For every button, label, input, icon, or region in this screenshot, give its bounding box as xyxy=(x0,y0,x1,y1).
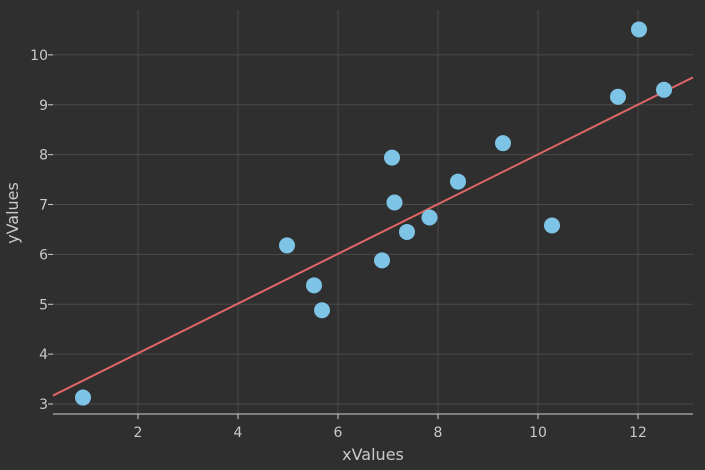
data-point xyxy=(384,149,400,166)
data-point xyxy=(610,88,626,105)
y-tick-label: 3 xyxy=(39,397,48,413)
y-tick-label: 6 xyxy=(39,247,48,263)
x-tick-labels: 2 4 6 8 10 12 xyxy=(134,425,647,441)
axes xyxy=(48,54,693,419)
x-tick-label: 4 xyxy=(234,425,243,441)
y-tick-label: 9 xyxy=(39,98,48,114)
data-point xyxy=(279,237,295,254)
data-point xyxy=(374,252,390,269)
data-point xyxy=(386,194,403,211)
data-point xyxy=(421,209,438,226)
data-points xyxy=(75,21,672,406)
data-point xyxy=(450,173,466,190)
data-point xyxy=(75,389,91,406)
data-point xyxy=(631,21,647,38)
y-tick-label: 5 xyxy=(39,297,48,313)
x-tick-label: 2 xyxy=(134,425,143,441)
y-axis-label: yValues xyxy=(3,182,22,244)
x-axis-label: xValues xyxy=(342,445,404,464)
data-point xyxy=(314,302,330,319)
x-tick-label: 12 xyxy=(629,425,647,441)
data-point xyxy=(656,81,672,98)
y-tick-labels: 3 4 5 6 7 8 9 10 xyxy=(30,48,48,413)
data-point xyxy=(399,223,415,240)
grid xyxy=(53,10,693,414)
data-point xyxy=(495,135,511,152)
regression-line xyxy=(52,76,694,397)
y-tick-label: 4 xyxy=(39,347,48,363)
x-tick-label: 10 xyxy=(529,425,547,441)
data-point xyxy=(306,277,322,294)
data-point xyxy=(544,217,560,234)
y-tick-label: 8 xyxy=(39,148,48,164)
x-tick-label: 6 xyxy=(334,425,343,441)
y-tick-label: 7 xyxy=(39,198,48,214)
fit-line xyxy=(52,76,694,397)
y-tick-label: 10 xyxy=(30,48,48,64)
x-tick-label: 8 xyxy=(434,425,443,441)
